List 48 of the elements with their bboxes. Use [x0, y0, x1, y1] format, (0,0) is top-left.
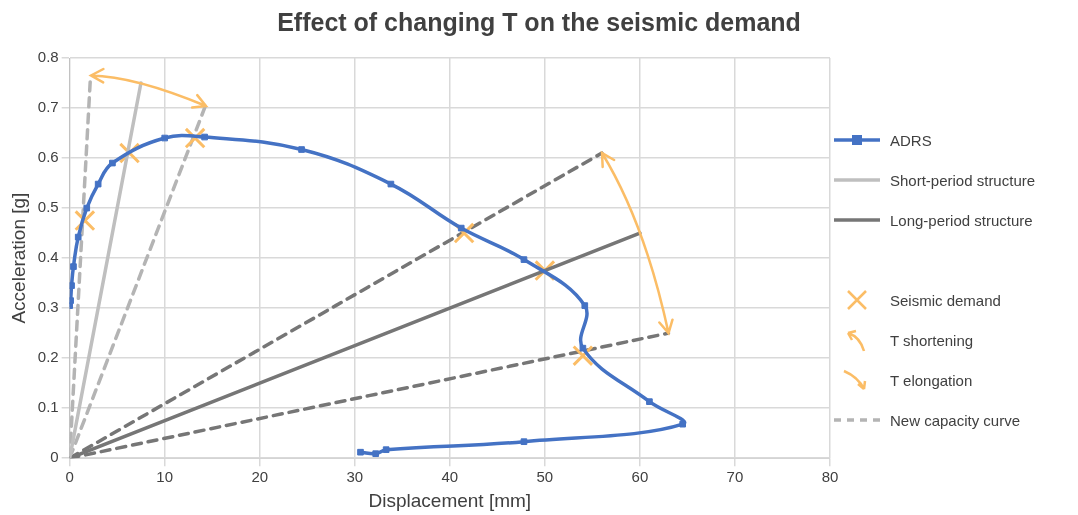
- point: [74, 233, 82, 241]
- y-axis-title: Acceleration [g]: [7, 192, 29, 324]
- x-axis-title: Displacement [mm]: [368, 489, 532, 511]
- y-tick-label: 0.4: [37, 248, 59, 266]
- point: [83, 204, 91, 212]
- y-tick-label: 0.2: [37, 348, 59, 366]
- point: [457, 224, 465, 232]
- legend-label: Long-period structure: [890, 211, 1033, 229]
- x-tick-label: 30: [346, 468, 364, 486]
- x-tick-label: 50: [536, 468, 554, 486]
- point: [70, 263, 77, 270]
- x-tick-label: 10: [156, 468, 174, 486]
- x-tick-label: 0: [65, 468, 74, 486]
- point: [357, 448, 364, 456]
- point: [646, 398, 653, 405]
- y-tick-label: 0.3: [37, 298, 59, 316]
- x-tick-label: 40: [441, 468, 459, 486]
- y-tick-label: 0.1: [37, 398, 59, 416]
- y-tick-label: 0.8: [37, 48, 59, 66]
- point: [579, 344, 587, 352]
- legend-label: Short-period structure: [890, 171, 1036, 189]
- x-tick-label: 80: [821, 468, 839, 486]
- x-tick-label: 60: [631, 468, 649, 486]
- text: T shortening: [890, 331, 974, 349]
- point: [387, 180, 395, 188]
- point: [520, 256, 528, 263]
- point: [201, 133, 208, 141]
- legend-label: Seismic demand: [890, 291, 1001, 309]
- y-tick-label: 0.6: [37, 148, 59, 166]
- point: [679, 420, 687, 428]
- point: [382, 446, 390, 454]
- chart-title: Effect of changing T on the seismic demand: [276, 8, 802, 37]
- point: [161, 134, 169, 142]
- y-tick-label: 0.7: [37, 98, 59, 116]
- legend-label: New capacity curve: [890, 411, 1021, 429]
- point: [520, 438, 528, 446]
- text: T elongation: [890, 371, 973, 389]
- point: [372, 450, 380, 458]
- point: [109, 159, 116, 167]
- x-tick-label: 70: [726, 468, 744, 486]
- x-tick-label: 20: [251, 468, 269, 486]
- y-tick-label: 0: [50, 448, 59, 466]
- point: [94, 180, 102, 188]
- point: [69, 282, 75, 289]
- y-tick-label: 0.5: [37, 198, 59, 216]
- point: [581, 302, 589, 309]
- legend-label: ADRS: [890, 131, 932, 149]
- point: [298, 146, 305, 153]
